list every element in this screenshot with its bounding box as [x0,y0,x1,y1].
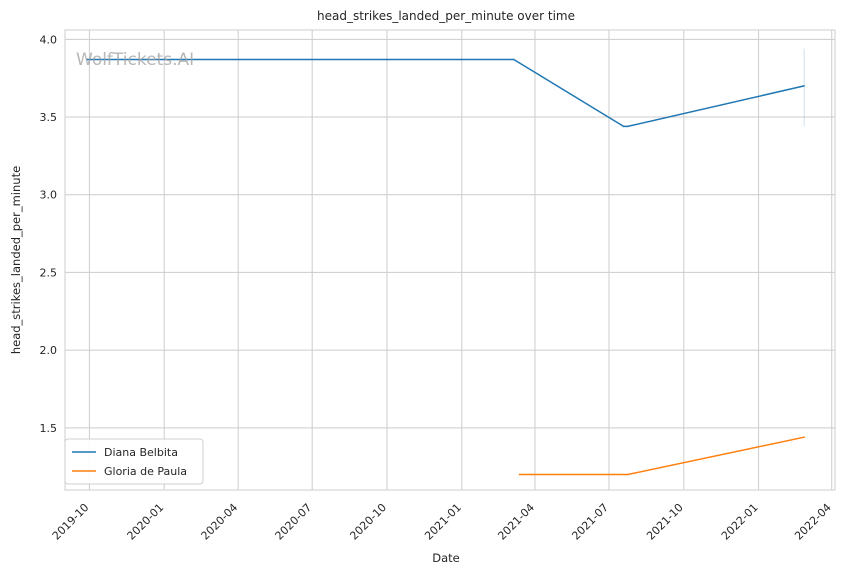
chart-title: head_strikes_landed_per_minute over time [317,9,575,23]
y-tick-label: 2.5 [40,266,58,279]
x-tick-label: 2021-07 [569,501,611,543]
x-tick-label: 2020-04 [199,501,241,543]
x-tick-label: 2020-01 [125,501,167,543]
legend-box [64,438,204,485]
data-point-diana-belbita [626,125,629,128]
data-point-diana-belbita [513,58,515,61]
watermark: WolfTickets.AI [76,50,194,70]
y-axis-ticks: 1.5 2.0 2.5 3.0 3.5 4.0 [40,33,58,435]
x-axis-label: Date [432,551,460,565]
x-axis-ticks: 2019-10 2020-01 2020-04 2020-07 2020-10 2021-… [50,501,834,543]
grid-lines [65,30,835,490]
y-tick-label: 3.0 [40,189,58,202]
y-tick-label: 3.5 [40,111,58,124]
y-tick-label: 2.0 [40,344,58,357]
x-tick-label: 2022-01 [719,501,761,543]
x-tick-label: 2021-01 [422,501,464,543]
data-point-gloria-de-paula [518,473,521,476]
data-point-gloria-de-paula [803,436,805,439]
x-tick-label: 2019-10 [50,501,92,543]
x-tick-label: 2020-10 [347,501,389,543]
legend: Diana Belbita Gloria de Paula [64,438,204,485]
y-tick-label: 1.5 [40,422,58,435]
series-lines [86,48,805,476]
data-point-gloria-de-paula [626,473,629,476]
x-tick-label: 2021-04 [495,501,537,543]
y-axis-label: head_strikes_landed_per_minute [9,166,23,354]
data-point-diana-belbita [803,85,805,87]
y-tick-label: 4.0 [40,33,58,46]
legend-label-diana-belbita: Diana Belbita [104,446,178,459]
data-point-diana-belbita [86,58,88,61]
data-point-diana-belbita [622,125,625,128]
legend-label-gloria-de-paula: Gloria de Paula [104,465,187,478]
x-tick-label: 2022-04 [792,501,834,543]
x-tick-label: 2020-07 [273,501,315,543]
x-tick-label: 2021-10 [644,501,686,543]
plot-area [64,29,836,491]
